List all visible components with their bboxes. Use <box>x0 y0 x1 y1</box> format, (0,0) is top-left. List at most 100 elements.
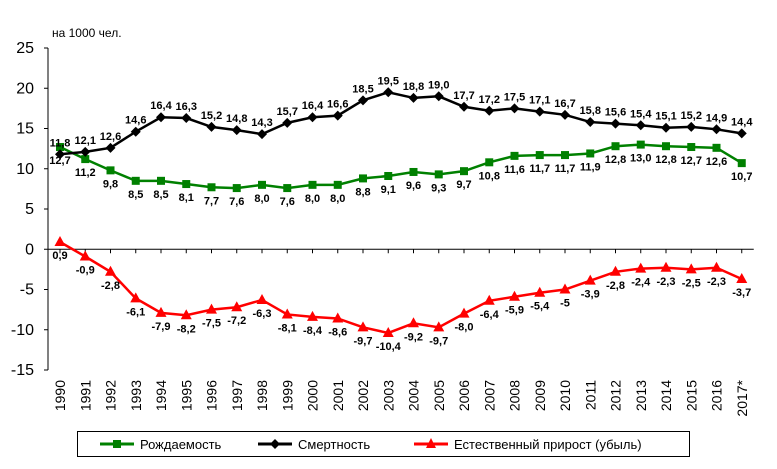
data-point-growth <box>736 273 748 284</box>
data-point-growth <box>79 250 91 261</box>
line-chart: -15 -10 -5 0 5 10 15 20 25 1990 1991 1992 1993 1994 19… <box>11 40 754 417</box>
data-label: 9,8 <box>103 178 118 190</box>
x-tick-label: 2015 <box>683 380 699 411</box>
x-tick-label: 1999 <box>279 380 295 411</box>
data-label: 17,2 <box>479 94 500 106</box>
x-tick-label: 2009 <box>532 380 548 411</box>
data-point-growth <box>584 274 596 285</box>
data-point-death <box>661 122 671 133</box>
data-label: 12,1 <box>75 135 96 147</box>
data-label: -10,4 <box>376 341 402 353</box>
data-point-death <box>80 146 91 157</box>
data-label: 14,6 <box>125 115 146 127</box>
data-label: 17,5 <box>504 91 525 103</box>
y-tick-label: 15 <box>16 121 34 138</box>
data-label: 12,7 <box>49 155 70 167</box>
data-label: -2,3 <box>657 276 676 288</box>
data-point-growth <box>256 293 268 304</box>
data-label: 12,6 <box>706 156 727 168</box>
data-label: 7,6 <box>280 196 295 208</box>
data-label: 10,7 <box>731 171 752 183</box>
y-tick-label: 20 <box>16 80 34 97</box>
data-point-death <box>509 103 520 114</box>
data-point-growth <box>534 286 546 297</box>
data-point-death <box>383 87 394 98</box>
data-point-death <box>105 142 116 153</box>
x-tick-label: 1991 <box>77 380 93 411</box>
data-point-growth <box>433 321 445 332</box>
data-point-death <box>534 106 545 117</box>
x-tick-label: 2013 <box>633 380 649 411</box>
data-label: 8,0 <box>254 193 269 205</box>
x-tick-label: 1997 <box>229 380 245 411</box>
data-label: 8,0 <box>330 193 345 205</box>
data-label: 18,5 <box>352 83 373 95</box>
data-label: -8,4 <box>303 325 323 337</box>
data-point-death <box>156 112 166 123</box>
data-label: -7,9 <box>152 321 171 333</box>
data-label: 11,7 <box>555 163 576 175</box>
data-label: 14,3 <box>251 117 272 129</box>
data-point-birth <box>737 159 746 168</box>
data-label: 12,7 <box>681 155 702 167</box>
data-point-growth <box>281 308 293 319</box>
data-label: -7,2 <box>227 315 246 327</box>
x-tick-label: 1993 <box>128 380 144 411</box>
data-label: 13,0 <box>630 153 651 165</box>
data-point-birth <box>662 142 670 151</box>
x-tick-label: 2011 <box>582 380 598 410</box>
data-label: 15,2 <box>681 110 702 122</box>
x-tick-label: 2001 <box>330 380 346 411</box>
data-label: -5,9 <box>505 305 524 317</box>
data-label: 11,7 <box>529 163 550 175</box>
data-label: 12,6 <box>100 131 121 143</box>
x-tick-label: 2000 <box>305 380 321 411</box>
data-point-growth <box>231 301 243 312</box>
data-point-death <box>257 129 267 140</box>
x-tick-label: 1995 <box>178 380 194 411</box>
data-label: 14,4 <box>731 116 753 128</box>
data-label: 16,4 <box>150 100 172 112</box>
data-point-birth <box>283 184 292 193</box>
data-point-growth <box>155 306 167 317</box>
data-point-birth <box>333 180 342 189</box>
data-point-death <box>635 120 646 131</box>
chart-legend: Рождаемость Смертность Естественный прир… <box>77 431 690 457</box>
data-label: -2,3 <box>707 276 726 288</box>
data-point-birth <box>561 151 569 160</box>
data-point-birth <box>485 158 494 167</box>
data-point-death <box>686 121 697 132</box>
x-tick-label: 2017* <box>734 379 750 416</box>
data-point-death <box>610 118 621 129</box>
data-label: 15,8 <box>580 105 601 117</box>
data-label: 9,1 <box>381 184 396 196</box>
legend-label-birth: Рождаемость <box>140 436 222 452</box>
legend-item-birth: Рождаемость <box>100 432 221 456</box>
x-tick-label: 2003 <box>380 380 396 411</box>
data-label: 9,3 <box>431 182 446 194</box>
data-point-growth <box>458 307 470 318</box>
data-label: 8,5 <box>128 189 143 201</box>
data-label: -9,7 <box>429 335 448 347</box>
data-point-birth <box>611 142 620 151</box>
x-tick-label: 2006 <box>456 380 472 411</box>
data-label: -9,7 <box>354 335 373 347</box>
series-line-0 <box>59 143 743 190</box>
data-label: 15,1 <box>655 111 676 123</box>
data-label: -2,8 <box>101 280 120 292</box>
data-label: 19,5 <box>378 75 399 87</box>
data-point-growth <box>180 309 192 320</box>
data-point-growth <box>711 261 722 272</box>
data-label: 12,8 <box>605 154 626 166</box>
data-label: 9,7 <box>456 179 471 191</box>
data-point-growth <box>357 321 369 332</box>
data-point-growth <box>635 262 647 273</box>
data-point-birth <box>258 180 266 189</box>
data-point-death <box>358 95 368 106</box>
x-tick-label: 2016 <box>709 380 725 411</box>
data-label: 15,7 <box>277 106 298 118</box>
data-point-birth <box>207 183 216 192</box>
data-point-growth <box>206 303 217 314</box>
x-tick-label: 2005 <box>431 380 447 411</box>
x-tick-label: 2010 <box>557 380 573 411</box>
